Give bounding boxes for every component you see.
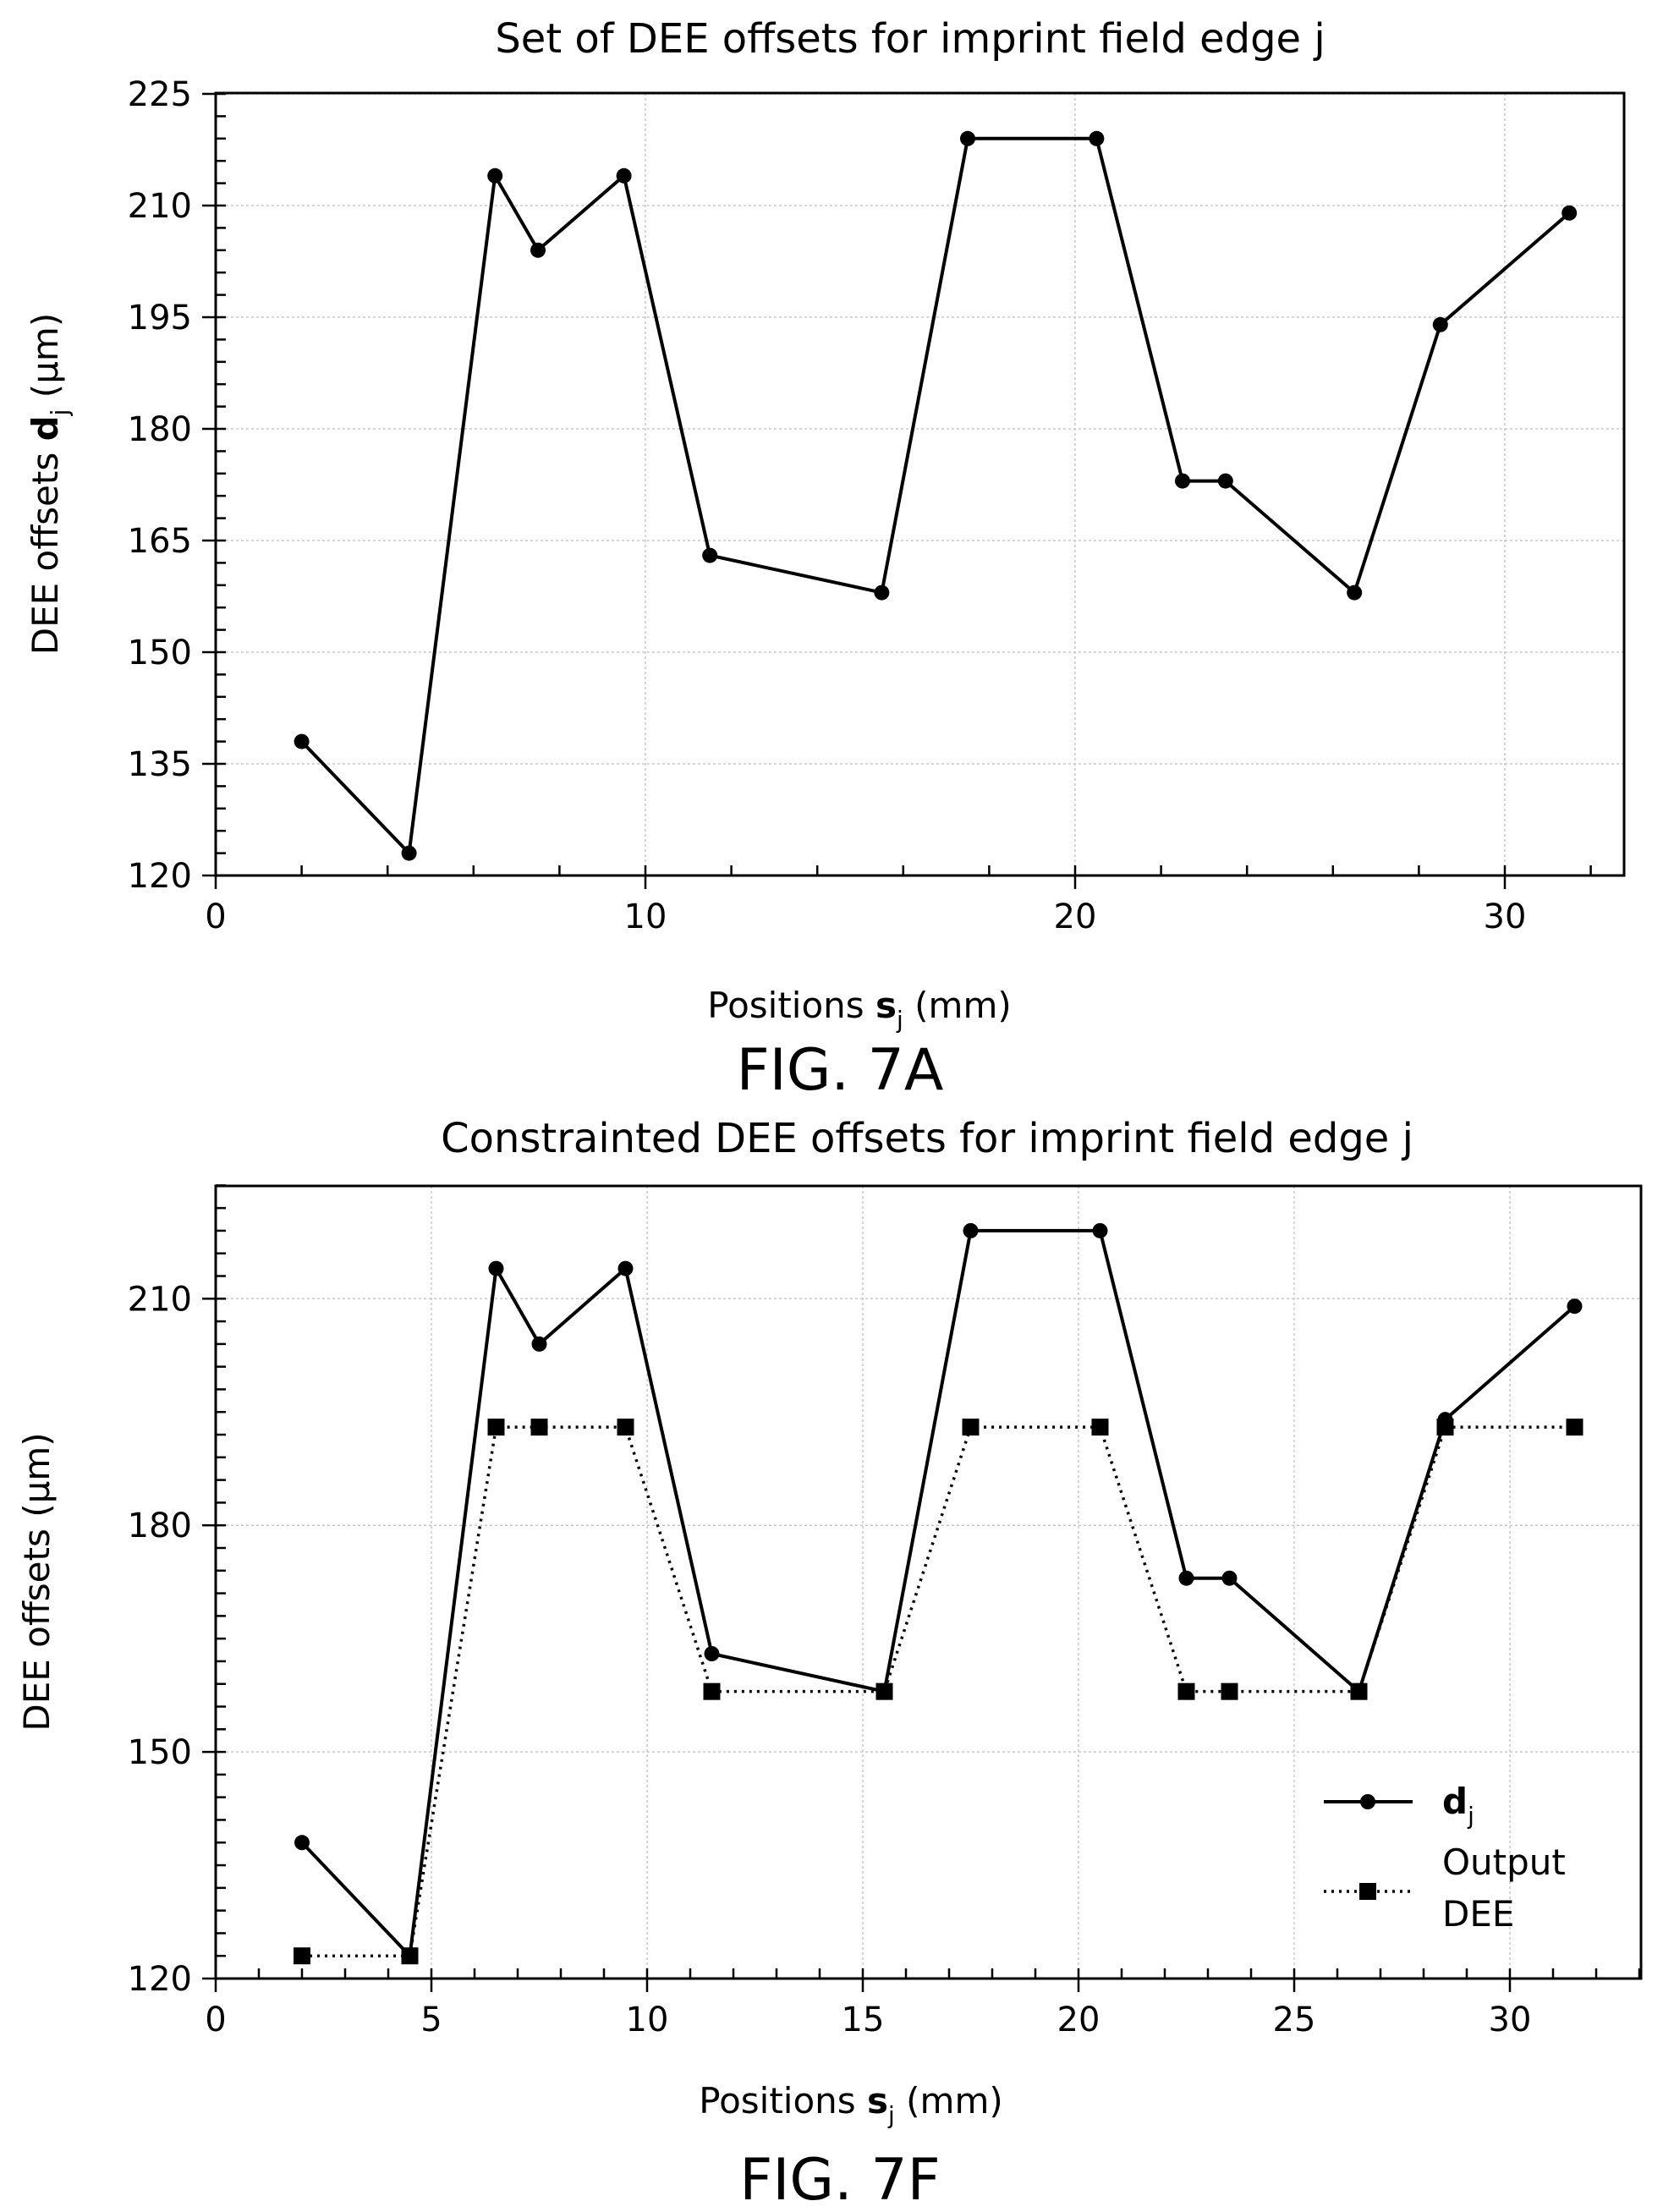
series-output-dee-point xyxy=(487,1419,505,1436)
x-tick-label-30: 30 xyxy=(1484,897,1527,936)
series-dj-line xyxy=(300,1228,1576,1958)
series-dj-point xyxy=(1432,316,1448,332)
y-tick-label-120: 120 xyxy=(128,857,192,896)
series-dj-point xyxy=(531,1336,547,1352)
x-tick-label-25: 25 xyxy=(1273,2001,1316,2039)
y-tick-label-225: 225 xyxy=(128,75,192,114)
series-dj-point xyxy=(487,167,503,184)
legend-output-dee-square-marker xyxy=(1359,1883,1376,1900)
series-dj-point xyxy=(294,733,310,749)
chart-7a-y-axis-label: DEE offsets dj (μm) xyxy=(25,313,74,655)
series-dj-point xyxy=(488,1260,504,1276)
series-dj-point xyxy=(1089,130,1105,146)
chart-7a-series xyxy=(294,130,1578,861)
chart-7f-title: Constrainted DEE offsets for imprint fie… xyxy=(441,1115,1413,1162)
x-tick-label-10: 10 xyxy=(626,2001,669,2039)
chart-7f-x-axis-label: Positions sj (mm) xyxy=(699,2080,1003,2129)
series-output-dee-point xyxy=(962,1419,980,1436)
x-tick-label-15: 15 xyxy=(842,2001,885,2039)
series-output-dee-point xyxy=(294,1947,310,1965)
y-tick-label-150: 150 xyxy=(128,634,192,672)
legend-dj-circle-marker xyxy=(1360,1794,1375,1809)
chart-7f: Constrainted DEE offsets for imprint fie… xyxy=(16,1115,1643,2212)
series-dj-point xyxy=(294,1835,310,1851)
chart-7a-gridlines xyxy=(216,93,1624,875)
series-output-dee-point xyxy=(1566,1419,1583,1436)
series-output-dee-point xyxy=(1221,1682,1238,1700)
y-tick-label-165: 165 xyxy=(128,522,192,561)
series-dj-point xyxy=(1567,1298,1583,1315)
series-dj-point xyxy=(1217,473,1233,489)
y-tick-label-180: 180 xyxy=(128,410,192,449)
legend-output-dee-label-line2: DEE xyxy=(1442,1893,1514,1935)
y-tick-label-180: 180 xyxy=(128,1507,192,1545)
legend-output-dee-label-line1: Output xyxy=(1442,1842,1566,1883)
series-dj-point xyxy=(874,585,890,601)
series-output-dee-point xyxy=(530,1419,548,1436)
chart-7f-ticks: 0 5 10 15 20 25 30 120 150 180 210 xyxy=(128,1184,1641,2039)
series-dj-point xyxy=(702,547,718,563)
series-output-dee-point xyxy=(1091,1419,1109,1436)
chart-7f-plot-frame xyxy=(214,1184,1643,1980)
legend-dj-label: dj xyxy=(1442,1781,1474,1830)
series-dj-point xyxy=(1178,1570,1194,1586)
series-dj-point xyxy=(963,1222,979,1238)
series-dj-point xyxy=(1092,1222,1108,1238)
series-dj-point xyxy=(1347,585,1363,601)
series-output-dee-point xyxy=(1350,1682,1368,1700)
series-dj-line xyxy=(300,136,1571,855)
series-dj-point xyxy=(704,1646,720,1662)
series-dj-point xyxy=(960,130,975,146)
chart-7f-gridlines xyxy=(216,1186,1641,1979)
series-dj-point xyxy=(1561,205,1578,221)
chart-7a: Set of DEE offsets for imprint field edg… xyxy=(25,15,1626,1104)
series-output-dee-point xyxy=(703,1682,721,1700)
x-tick-label-0: 0 xyxy=(205,897,226,936)
series-output-dee-point xyxy=(1177,1682,1195,1700)
series-output-dee-point xyxy=(875,1682,893,1700)
series-dj-point xyxy=(530,242,546,258)
y-tick-label-135: 135 xyxy=(128,745,192,784)
series-dj-point xyxy=(1175,473,1190,489)
x-tick-label-5: 5 xyxy=(420,2001,442,2039)
y-tick-label-210: 210 xyxy=(128,1280,192,1319)
series-output-dee-line xyxy=(302,1425,1575,1957)
chart-7f-series xyxy=(294,1222,1583,1965)
series-dj-point xyxy=(1221,1570,1238,1586)
chart-7a-ticks: 0 10 20 30 120 135 150 165 180 195 210 225 xyxy=(128,75,1592,936)
chart-7a-title: Set of DEE offsets for imprint field edg… xyxy=(495,15,1325,63)
series-dj-point xyxy=(401,845,417,861)
chart-7a-figure-label: FIG. 7A xyxy=(737,1037,944,1104)
y-tick-label-120: 120 xyxy=(128,1960,192,1999)
series-output-dee-point xyxy=(617,1419,634,1436)
y-tick-label-210: 210 xyxy=(128,187,192,226)
series-output-dee-point xyxy=(401,1947,419,1965)
x-tick-label-30: 30 xyxy=(1489,2001,1532,2039)
x-tick-label-20: 20 xyxy=(1057,2001,1100,2039)
x-tick-label-0: 0 xyxy=(205,2001,226,2039)
x-tick-label-10: 10 xyxy=(624,897,667,936)
chart-7a-plot-frame xyxy=(214,91,1626,877)
chart-7a-x-axis-label: Positions sj (mm) xyxy=(707,985,1012,1034)
series-dj-point xyxy=(616,167,632,184)
y-tick-label-150: 150 xyxy=(128,1733,192,1772)
y-tick-label-195: 195 xyxy=(128,299,192,338)
chart-7f-y-axis-label: DEE offsets (μm) xyxy=(16,1432,58,1731)
series-dj-point xyxy=(617,1260,634,1276)
chart-7f-legend: dj Output DEE xyxy=(1324,1781,1566,1935)
chart-7f-figure-label: FIG. 7F xyxy=(739,2147,940,2212)
x-tick-label-20: 20 xyxy=(1054,897,1097,936)
series-output-dee-point xyxy=(1436,1419,1454,1436)
